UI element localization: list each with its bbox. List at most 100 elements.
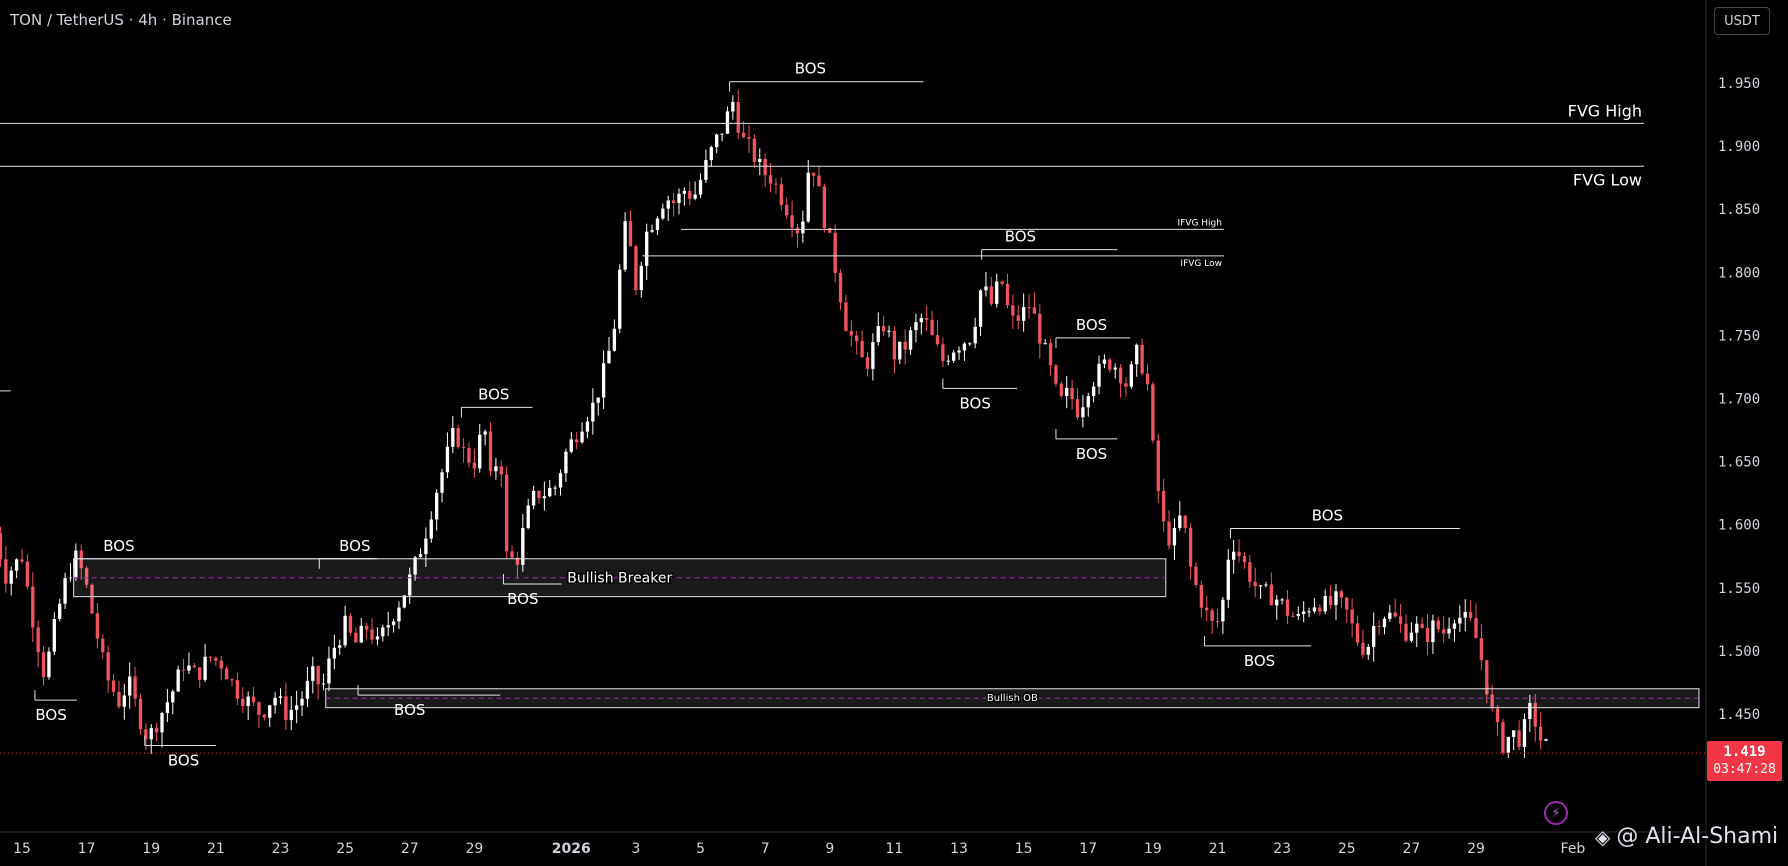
candle-body — [1415, 623, 1419, 633]
candle-body — [278, 696, 283, 698]
time-tick-label: 23 — [272, 841, 290, 857]
candle-body — [467, 447, 471, 463]
price-tick-label: 1.900 — [1718, 139, 1760, 155]
candle-body — [230, 679, 234, 681]
candle-body — [68, 577, 73, 579]
candle-body — [537, 490, 541, 499]
bos-label: BOS — [1244, 652, 1275, 670]
candle-body — [488, 431, 493, 472]
candle-body — [1188, 527, 1193, 567]
candle-body — [1269, 584, 1274, 606]
candle-body — [1086, 395, 1090, 408]
candle-body — [241, 698, 245, 707]
candle-body — [1226, 559, 1230, 600]
candle-body — [273, 697, 277, 706]
candle-body — [106, 652, 110, 681]
candle-body — [1345, 597, 1349, 610]
candle-body — [25, 561, 30, 587]
candle-body — [289, 709, 293, 721]
candle-body — [90, 584, 94, 614]
candle-body — [639, 265, 643, 291]
candle-body — [1339, 591, 1344, 598]
time-tick-label: 25 — [1338, 841, 1356, 857]
candle-body — [1425, 627, 1430, 643]
candle-body — [763, 158, 767, 176]
level-label: IFVG Low — [1180, 259, 1222, 269]
zone-label: Bullish Breaker — [567, 571, 672, 587]
time-tick-label: 29 — [1467, 841, 1485, 857]
candle-body — [919, 318, 923, 323]
price-tick-label: 1.700 — [1718, 392, 1760, 408]
time-tick-label: 15 — [1015, 841, 1033, 857]
candle-body — [1021, 307, 1026, 321]
candle-body — [1334, 591, 1338, 606]
bos-label: BOS — [959, 394, 990, 412]
symbol-title[interactable]: TON / TetherUS · 4h · Binance — [10, 11, 232, 29]
candle-body — [709, 147, 713, 161]
candle-body — [1447, 628, 1451, 634]
candle-body — [655, 218, 660, 231]
candle-body — [957, 350, 961, 353]
candle-body — [1059, 383, 1064, 396]
candle-body — [1468, 611, 1473, 619]
candle-body — [429, 519, 433, 539]
price-axis[interactable]: 1.450 1.500 1.550 1.600 1.650 1.700 1.750 1.800… — [1705, 0, 1760, 866]
bos-label: BOS — [1005, 228, 1036, 246]
candle-body — [79, 550, 83, 569]
candle-body — [715, 134, 719, 148]
time-tick-label: 17 — [78, 841, 96, 857]
candle-body — [262, 714, 267, 718]
candle-body — [1280, 599, 1284, 601]
candle-body — [52, 619, 56, 652]
time-tick-label: 27 — [401, 841, 419, 857]
time-tick-label: 19 — [1144, 841, 1162, 857]
candle-body — [338, 645, 342, 648]
candle-body — [935, 335, 940, 345]
candle-body — [785, 204, 789, 216]
candle-body — [1027, 307, 1031, 309]
candle-body — [343, 615, 347, 646]
candle-body — [618, 269, 622, 329]
candle-body — [311, 666, 315, 681]
candle-body — [41, 652, 46, 678]
bos-label: BOS — [507, 590, 538, 608]
candle-body — [128, 676, 132, 696]
candle-body — [768, 175, 773, 184]
time-tick-label: 21 — [207, 841, 225, 857]
candle-body — [844, 302, 848, 332]
candle-body — [1215, 621, 1220, 623]
level-label: FVG Low — [1573, 170, 1642, 189]
candle-body — [1522, 719, 1527, 747]
candle-body — [855, 335, 859, 342]
candle-body — [456, 428, 460, 447]
time-tick-label: 21 — [1209, 841, 1227, 857]
candle-body — [1140, 344, 1144, 374]
candle-body — [1463, 611, 1467, 618]
candle-body — [725, 111, 730, 134]
time-axis[interactable]: 15 17 19 21 23 25 27 29 2026 3 5 7 9 11 13 15 17 19 21 23 25… — [0, 831, 1706, 857]
candle-body — [1032, 307, 1037, 314]
candle-body — [989, 286, 994, 304]
candle-body — [741, 132, 746, 138]
candle-body — [607, 350, 611, 364]
candle-body — [294, 705, 299, 710]
time-tick-label: 19 — [142, 841, 160, 857]
candle-body — [1264, 584, 1268, 586]
candle-body — [898, 341, 902, 360]
last-price-value: 1.419 — [1723, 744, 1766, 760]
candle-body — [1490, 694, 1494, 709]
candle-body — [1528, 702, 1532, 720]
candle-body — [451, 428, 455, 447]
quote-currency-button[interactable]: USDT — [1714, 7, 1770, 35]
candle-body — [257, 702, 261, 715]
candle-body — [1054, 365, 1058, 384]
candle-body — [397, 607, 401, 622]
candle-body — [434, 492, 439, 520]
candle-body — [386, 625, 390, 628]
candle-body — [31, 586, 35, 628]
candle-body — [892, 330, 897, 360]
candle-body — [1420, 623, 1424, 628]
candle-body — [1253, 581, 1257, 587]
lightning-icon[interactable]: ⚡ — [1544, 801, 1568, 825]
